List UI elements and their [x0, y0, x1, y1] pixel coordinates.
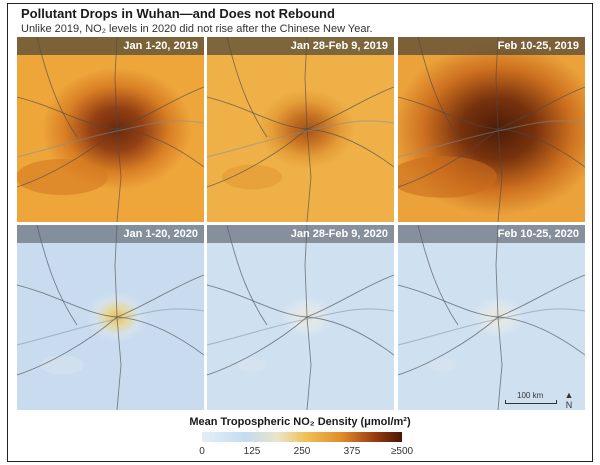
legend-tick-500: ≥500: [390, 446, 414, 457]
panel-label: Feb 10-25, 2020: [398, 225, 585, 243]
map-grid: Jan 1-20, 2019 Jan 28-Feb 9, 2019 Feb 10…: [17, 37, 585, 410]
road-line: [116, 274, 204, 318]
panel-label: Jan 28-Feb 9, 2020: [207, 225, 394, 243]
map-panel-jan28-feb9-2020: Jan 28-Feb 9, 2020: [207, 225, 394, 410]
legend-color-bar: [202, 432, 402, 442]
no2-map-graphic: [207, 225, 394, 410]
page-subtitle: Unlike 2019, NO₂ levels in 2020 did not …: [21, 23, 373, 35]
river-line: [17, 120, 204, 158]
road-line: [398, 128, 499, 188]
pollution-band: [238, 358, 266, 372]
pollution-band: [17, 159, 108, 195]
river-line: [207, 308, 394, 346]
legend-tick-375: 375: [343, 446, 361, 457]
panel-label: Jan 28-Feb 9, 2019: [207, 37, 394, 55]
map-panel-feb10-25-2019: Feb 10-25, 2019: [398, 37, 585, 222]
north-arrow-icon: ▲ N: [564, 390, 574, 410]
road-line: [207, 316, 308, 376]
panel-label: Jan 1-20, 2020: [17, 225, 204, 243]
road-line: [116, 86, 204, 130]
road-line: [398, 316, 499, 376]
map-panel-jan-1-20-2020: Jan 1-20, 2020: [17, 225, 204, 410]
no2-map-graphic: [398, 37, 585, 222]
scale-bar: 100 km ▲ N: [505, 390, 575, 410]
legend-tick-0: 0: [199, 446, 205, 457]
no2-map-graphic: [17, 37, 204, 222]
road-line: [306, 274, 394, 318]
page-title: Pollutant Drops in Wuhan—and Does not Re…: [21, 6, 335, 21]
map-panel-jan-1-20-2019: Jan 1-20, 2019: [17, 37, 204, 222]
road-line: [306, 86, 394, 130]
road-line: [497, 274, 585, 318]
pollution-band: [398, 156, 497, 198]
river-line: [398, 120, 585, 158]
map-panel-jan28-feb9-2019: Jan 28-Feb 9, 2019: [207, 37, 394, 222]
road-line: [17, 128, 118, 188]
road-line: [17, 316, 118, 376]
river-line: [17, 308, 204, 346]
legend-title-text: Mean Tropospheric NO₂ Density (μmol/m²): [189, 416, 411, 428]
pollution-band: [40, 355, 84, 375]
map-panel-feb10-25-2020: Feb 10-25, 2020 100 km ▲ N: [398, 225, 585, 410]
river-line: [207, 120, 394, 158]
legend-tick-250: 250: [293, 446, 311, 457]
panel-label: Jan 1-20, 2019: [17, 37, 204, 55]
panel-label: Feb 10-25, 2019: [398, 37, 585, 55]
legend-title: Mean Tropospheric NO₂ Density (μmol/m²): [0, 416, 600, 428]
road-line: [207, 128, 308, 188]
river-line: [398, 308, 585, 346]
pollution-band: [429, 358, 457, 372]
road-line: [497, 86, 585, 130]
pollution-band: [222, 164, 282, 190]
scale-bar-line: [505, 400, 557, 404]
legend-tick-125: 125: [243, 446, 261, 457]
north-arrow-label: N: [565, 400, 573, 410]
scale-bar-label: 100 km: [517, 391, 544, 400]
no2-map-graphic: [17, 225, 204, 410]
no2-map-graphic: [398, 225, 585, 410]
no2-map-graphic: [207, 37, 394, 222]
